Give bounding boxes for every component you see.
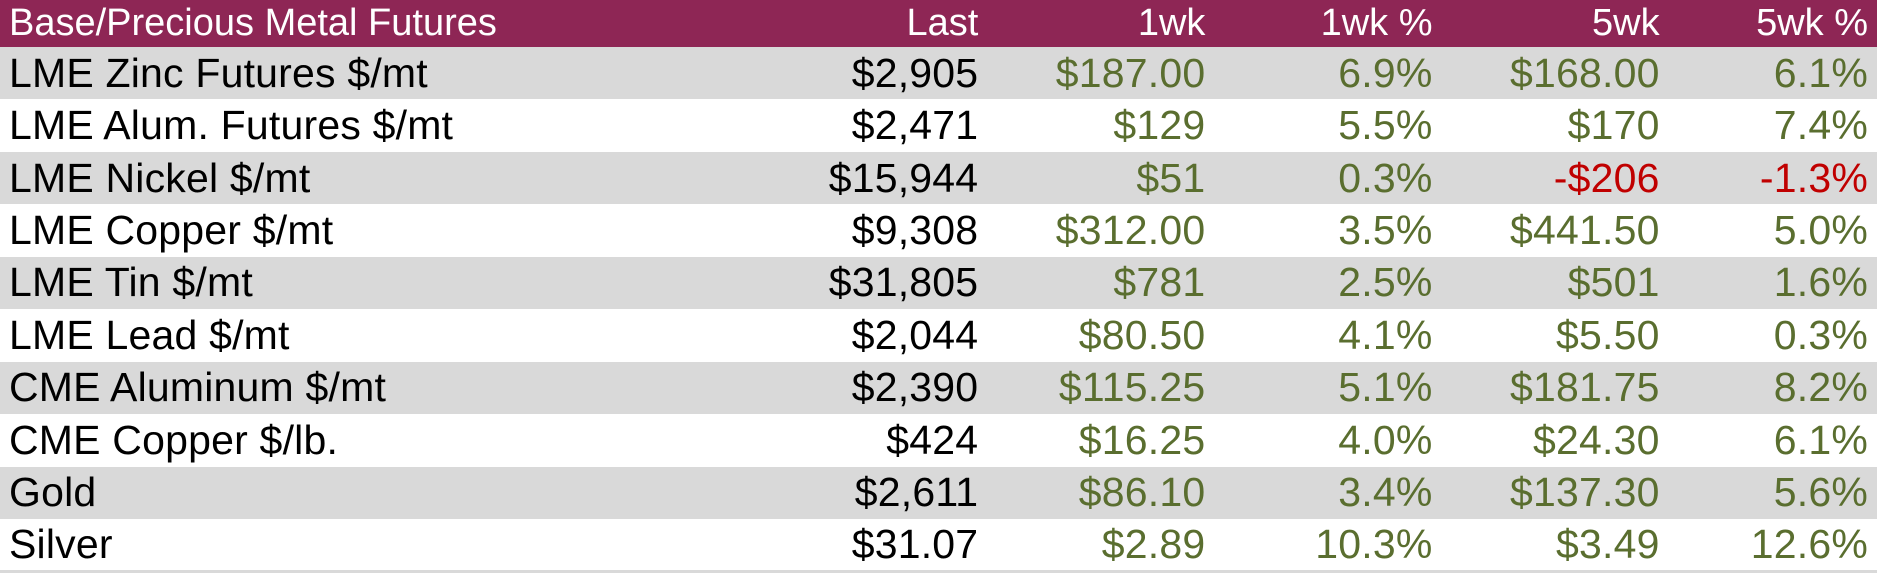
table-row: LME Alum. Futures $/mt $2,471 $129 5.5% $170…	[0, 99, 1877, 151]
value-cell: 6.1%	[1773, 49, 1868, 96]
value-cell: 8.2%	[1773, 364, 1868, 411]
value-cell: $170	[1567, 102, 1660, 149]
instrument-label: Silver	[9, 520, 113, 567]
value-cell: 5.5%	[1338, 102, 1433, 149]
value-cell: $86.10	[1078, 469, 1206, 516]
table-title: Base/Precious Metal Futures	[9, 2, 497, 44]
value-cell: 6.1%	[1773, 416, 1868, 463]
value-cell: $3.49	[1556, 520, 1660, 567]
value-cell: 0.3%	[1773, 311, 1868, 358]
table-row: CME Aluminum $/mt $2,390 $115.25 5.1% $181.7…	[0, 361, 1877, 415]
value-cell: $2,044	[851, 311, 979, 358]
value-cell: 2.5%	[1338, 259, 1433, 306]
table-row: LME Nickel $/mt $15,944 $51 0.3% -$206 -1.3%	[0, 151, 1877, 205]
futures-table-body: LME Zinc Futures $/mt $2,905 $187.00 6.9% $1…	[0, 47, 1877, 572]
instrument-label: LME Zinc Futures $/mt	[9, 49, 428, 96]
value-cell: 5.0%	[1773, 207, 1868, 254]
value-cell: 6.9%	[1338, 49, 1433, 96]
value-cell: $781	[1113, 259, 1206, 306]
value-cell: 3.5%	[1338, 207, 1433, 254]
value-cell: $424	[886, 416, 979, 463]
value-cell: $129	[1113, 102, 1206, 149]
value-cell: $441.50	[1510, 207, 1660, 254]
instrument-label: LME Copper $/mt	[9, 207, 334, 254]
instrument-label: CME Aluminum $/mt	[9, 364, 387, 411]
table-row: Silver $31.07 $2.89 10.3% $3.49 12.6%	[0, 519, 1877, 572]
table-row: LME Zinc Futures $/mt $2,905 $187.00 6.9% $1…	[0, 47, 1877, 100]
column-header-last: Last	[906, 2, 979, 44]
value-cell: $24.30	[1533, 416, 1660, 463]
value-cell: $31,805	[828, 259, 979, 306]
value-cell: $2,471	[851, 102, 979, 149]
value-cell: $187.00	[1055, 49, 1206, 96]
value-cell: $5.50	[1556, 311, 1660, 358]
value-cell: 7.4%	[1773, 102, 1868, 149]
table-row: CME Copper $/lb. $424 $16.25 4.0% $24.30 6.1%	[0, 414, 1877, 466]
table-row: LME Lead $/mt $2,044 $80.50 4.1% $5.50 0.3%	[0, 309, 1877, 361]
value-cell: $51	[1136, 154, 1206, 201]
value-cell: -1.3%	[1759, 154, 1868, 201]
value-cell: $137.30	[1510, 469, 1660, 516]
column-header-1wk: 1wk	[1137, 2, 1206, 44]
header-row: Base/Precious Metal Futures Last 1wk 1wk…	[0, 0, 1877, 47]
instrument-label: Gold	[9, 469, 97, 516]
value-cell: 1.6%	[1773, 259, 1868, 306]
value-cell: $2,390	[851, 364, 979, 411]
value-cell: 10.3%	[1315, 520, 1433, 567]
value-cell: 5.6%	[1773, 469, 1868, 516]
instrument-label: CME Copper $/lb.	[9, 416, 339, 463]
value-cell: $168.00	[1510, 49, 1660, 96]
value-cell: $181.75	[1510, 364, 1660, 411]
value-cell: $9,308	[851, 207, 979, 254]
value-cell: 12.6%	[1750, 520, 1868, 567]
value-cell: $15,944	[828, 154, 979, 201]
value-cell: $115.25	[1058, 364, 1206, 411]
value-cell: $31.07	[851, 520, 979, 567]
value-cell: 4.1%	[1338, 311, 1433, 358]
value-cell: $16.25	[1078, 416, 1206, 463]
column-header-5wk-pct: 5wk %	[1756, 2, 1868, 44]
table-row: LME Tin $/mt $31,805 $781 2.5% $501 1.6%	[0, 256, 1877, 310]
value-cell: 3.4%	[1338, 469, 1433, 516]
instrument-label: LME Nickel $/mt	[9, 154, 311, 201]
table-row: LME Copper $/mt $9,308 $312.00 3.5% $441.50 5…	[0, 204, 1877, 256]
value-cell: $312.00	[1055, 207, 1206, 254]
table-row: Gold $2,611 $86.10 3.4% $137.30 5.6%	[0, 466, 1877, 519]
value-cell: $2.89	[1101, 520, 1206, 567]
value-cell: -$206	[1553, 154, 1660, 201]
instrument-label: LME Tin $/mt	[9, 259, 253, 306]
value-cell: 4.0%	[1338, 416, 1433, 463]
value-cell: $501	[1567, 259, 1660, 306]
instrument-label: LME Alum. Futures $/mt	[9, 102, 454, 149]
value-cell: $2,905	[851, 49, 979, 96]
value-cell: $80.50	[1078, 311, 1206, 358]
column-header-5wk: 5wk	[1592, 2, 1660, 44]
value-cell: $2,611	[854, 469, 979, 516]
value-cell: 0.3%	[1338, 154, 1433, 201]
instrument-label: LME Lead $/mt	[9, 311, 290, 358]
column-header-1wk-pct: 1wk %	[1320, 2, 1433, 44]
value-cell: 5.1%	[1338, 364, 1433, 411]
